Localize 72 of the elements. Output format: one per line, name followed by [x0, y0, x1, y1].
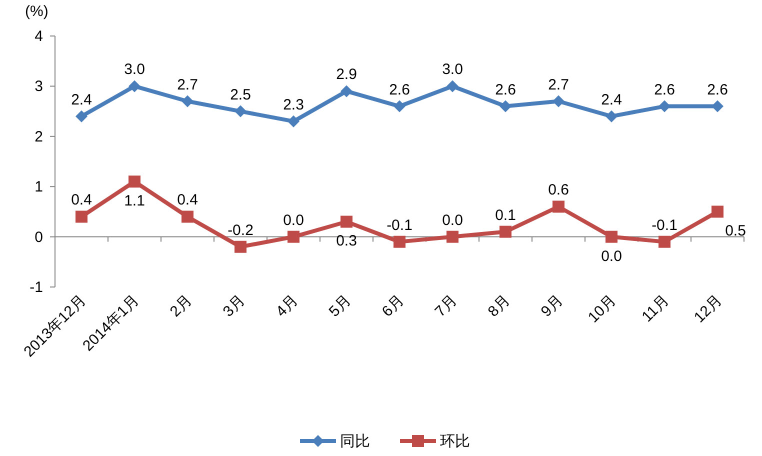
data-label: 3.0: [442, 61, 463, 78]
y-tick-label: 2: [34, 128, 43, 146]
y-tick-label: 1: [34, 178, 43, 196]
x-tick-label: 5月: [326, 292, 354, 320]
point: [658, 100, 670, 112]
data-label: 2.6: [389, 81, 410, 98]
point: [552, 95, 564, 108]
point: [288, 230, 300, 243]
data-label: 2.6: [654, 81, 675, 98]
data-label: 2.6: [495, 81, 516, 98]
data-label: 0.6: [548, 182, 569, 199]
x-tick-label: 12月: [690, 292, 726, 326]
data-label: 0.4: [71, 192, 92, 209]
data-label: 2.7: [177, 76, 198, 94]
data-label: 2.9: [336, 66, 357, 84]
data-label: 0.0: [283, 212, 304, 229]
data-label: -0.1: [386, 216, 412, 234]
x-tick-label: 3月: [220, 292, 248, 320]
point: [446, 80, 458, 92]
y-tick-label: 3: [34, 78, 43, 96]
point: [500, 100, 512, 112]
point: [712, 100, 724, 112]
point: [182, 210, 194, 223]
data-label: 0.0: [442, 212, 463, 229]
point: [606, 110, 618, 122]
point: [712, 206, 724, 218]
data-label: -0.1: [652, 216, 678, 234]
point: [128, 80, 140, 92]
x-tick-label: 9月: [538, 292, 566, 320]
point: [76, 210, 88, 223]
point: [128, 176, 140, 188]
point: [658, 236, 670, 248]
legend-label: 环比: [440, 433, 470, 450]
y-tick-label: -1: [30, 279, 43, 296]
point: [552, 200, 564, 213]
x-tick-label: 8月: [484, 292, 514, 320]
point: [500, 226, 512, 238]
data-label: 0.1: [495, 206, 516, 224]
legend-label: 同比: [340, 433, 370, 450]
point: [446, 230, 458, 243]
y-axis-title: (%): [25, 3, 48, 20]
data-label: 0.5: [725, 222, 746, 240]
data-label: -0.2: [228, 222, 254, 239]
x-tick-label: 11月: [638, 292, 672, 326]
data-label: 2.3: [283, 96, 304, 114]
point: [288, 115, 300, 128]
point: [340, 216, 352, 228]
data-label: 2.6: [707, 81, 728, 98]
data-label: 1.1: [124, 192, 145, 210]
data-label: 2.5: [230, 86, 251, 104]
x-tick-label: 4月: [272, 292, 302, 320]
data-label: 2.4: [601, 91, 622, 108]
x-tick-label: 10月: [584, 292, 620, 326]
point: [182, 95, 194, 108]
x-tick-label: 2月: [166, 292, 196, 320]
data-label: 0.4: [177, 192, 198, 209]
point: [76, 110, 88, 122]
point: [234, 105, 246, 118]
data-label: 2.7: [548, 76, 569, 94]
x-tick-label: 7月: [432, 292, 460, 320]
point: [394, 236, 406, 248]
y-tick-label: 4: [34, 28, 43, 45]
data-label: 2.4: [71, 91, 92, 108]
point: [394, 100, 406, 112]
point: [606, 230, 618, 243]
data-label: 3.0: [124, 61, 145, 78]
x-tick-label: 6月: [378, 292, 408, 320]
data-label: 0.0: [601, 248, 622, 265]
data-label: 0.3: [336, 232, 357, 250]
y-tick-label: 0: [34, 228, 43, 246]
point: [234, 240, 246, 253]
point: [340, 85, 352, 98]
